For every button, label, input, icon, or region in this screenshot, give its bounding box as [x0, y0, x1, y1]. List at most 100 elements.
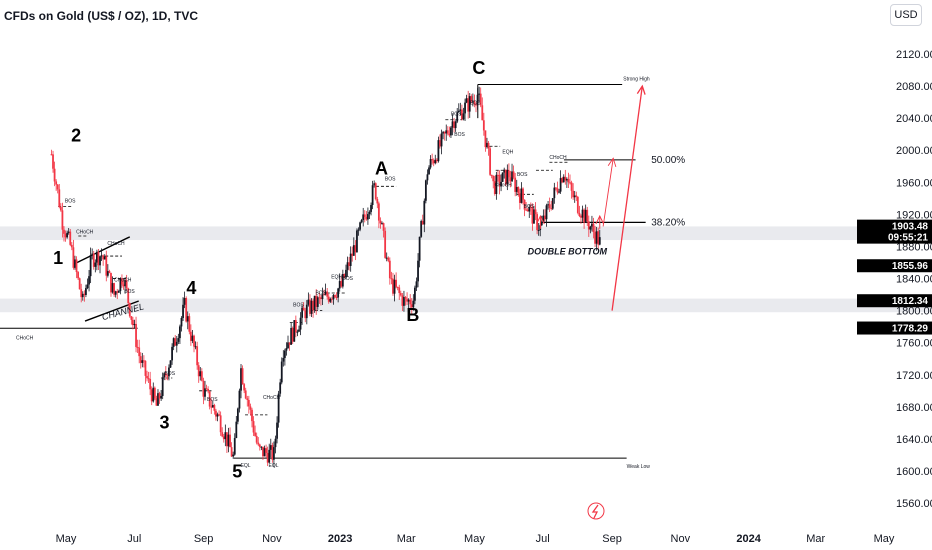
- candle-body-215: [387, 257, 390, 261]
- candle-body-89: [189, 331, 192, 341]
- candle-body-322: [555, 187, 557, 189]
- support-zones: [0, 226, 932, 313]
- candle-body-95: [199, 371, 202, 377]
- candle-body-201: [365, 216, 368, 220]
- candle-body-267: [468, 96, 471, 112]
- candle-body-22: [85, 288, 87, 295]
- candle-body-96: [200, 371, 203, 381]
- candle-body-314: [542, 215, 545, 222]
- candle-body-316: [545, 205, 548, 220]
- candle-body-134: [260, 446, 263, 448]
- candle-body-300: [520, 188, 523, 203]
- candle-body-184: [338, 281, 341, 289]
- candle-body-34: [103, 256, 106, 260]
- candle-body-343: [587, 221, 590, 230]
- candle-body-85: [183, 298, 186, 305]
- candle-body-346: [592, 223, 595, 233]
- candle-body-107: [218, 414, 220, 416]
- candle-body-71: [161, 377, 164, 396]
- x-tick-label: Jul: [536, 533, 550, 545]
- candle-body-336: [576, 196, 579, 213]
- y-tick-label: 2120.00: [896, 49, 932, 61]
- candle-body-247: [437, 140, 440, 162]
- candle-body-212: [382, 223, 385, 231]
- candle-body-57: [139, 356, 142, 363]
- candle-body-320: [551, 198, 554, 209]
- x-tick-label: 2024: [736, 533, 761, 545]
- price-box-text-2: 1812.34: [892, 296, 929, 307]
- y-tick-label: 1760.00: [896, 338, 932, 350]
- candle-body-195: [356, 230, 358, 253]
- price-box-sub-0: 09:55:21: [888, 233, 928, 244]
- candle-body-250: [442, 131, 445, 134]
- price-axis[interactable]: 1560.00 1600.00 1640.00 1680.00 1720.00 1760.…: [896, 49, 932, 510]
- candle-body-98: [204, 388, 206, 397]
- candle-body-125: [246, 398, 249, 401]
- candle-body-301: [522, 188, 524, 200]
- structure-tag-0: BOS: [65, 198, 76, 204]
- candle-body-193: [352, 245, 355, 256]
- candle-body-290: [504, 169, 507, 185]
- wave-label-5: 5: [232, 461, 242, 481]
- replay-icon[interactable]: [587, 502, 605, 520]
- candle-body-35: [105, 256, 108, 276]
- candle-body-142: [273, 447, 275, 460]
- candle-body-163: [305, 304, 308, 319]
- x-tick-label: Mar: [806, 533, 825, 545]
- structure-tag-5: BOS: [164, 371, 175, 377]
- candle-body-265: [465, 98, 468, 103]
- candle-body-108: [219, 415, 222, 433]
- candle-body-338: [580, 216, 582, 218]
- candle-body-328: [564, 176, 567, 181]
- y-tick-label: 1960.00: [896, 177, 932, 189]
- candle-body-303: [525, 209, 528, 211]
- candle-body-132: [257, 442, 260, 445]
- candle-body-23: [86, 284, 89, 289]
- candle-body-183: [337, 288, 340, 298]
- structure-tag-12: EQH: [331, 275, 342, 281]
- candle-body-82: [179, 326, 181, 339]
- candle-body-226: [404, 297, 407, 299]
- candle-body-12: [69, 231, 72, 245]
- candle-body-70: [160, 395, 163, 399]
- candle-body-9: [64, 233, 67, 238]
- candle-body-158: [298, 329, 300, 332]
- candle-body-83: [180, 317, 183, 327]
- currency-button[interactable]: USD: [890, 4, 922, 26]
- candle-body-141: [271, 445, 274, 460]
- candle-body-40: [113, 283, 116, 295]
- candle-body-143: [274, 438, 277, 448]
- candle-body-229: [409, 299, 412, 305]
- candle-body-162: [304, 310, 307, 319]
- candle-body-181: [334, 294, 336, 297]
- candle-body-49: [127, 288, 130, 304]
- candle-body-81: [177, 338, 180, 342]
- candle-body-294: [511, 171, 513, 182]
- candle-body-289: [503, 169, 506, 173]
- zone-1: [0, 298, 932, 313]
- candle-body-75: [168, 367, 170, 377]
- candle-body-194: [354, 245, 357, 253]
- candle-body-117: [233, 438, 236, 455]
- candle-body-337: [578, 212, 581, 217]
- candle-body-237: [421, 221, 424, 225]
- candle-body-97: [202, 380, 205, 397]
- candle-body-37: [108, 271, 111, 273]
- candle-body-252: [445, 130, 448, 134]
- candle-body-274: [479, 93, 482, 106]
- candle-body-192: [351, 253, 354, 256]
- candle-body-209: [377, 203, 380, 221]
- candle-body-305: [528, 206, 531, 212]
- structure-tag-20: BOS: [517, 172, 528, 178]
- candle-body-100: [207, 389, 210, 392]
- time-axis[interactable]: May Jul Sep Nov 2023 Mar May Jul Sep Nov 2024 Mar Ma…: [56, 533, 895, 545]
- candle-body-154: [291, 327, 294, 342]
- candle-body-258: [454, 121, 457, 129]
- candle-body-241: [428, 167, 430, 175]
- candle-body-18: [78, 278, 81, 290]
- candle-body-10: [66, 232, 69, 238]
- candle-body-90: [191, 335, 194, 341]
- fib-50-label: 50.00%: [651, 155, 685, 166]
- candle-body-48: [125, 280, 128, 289]
